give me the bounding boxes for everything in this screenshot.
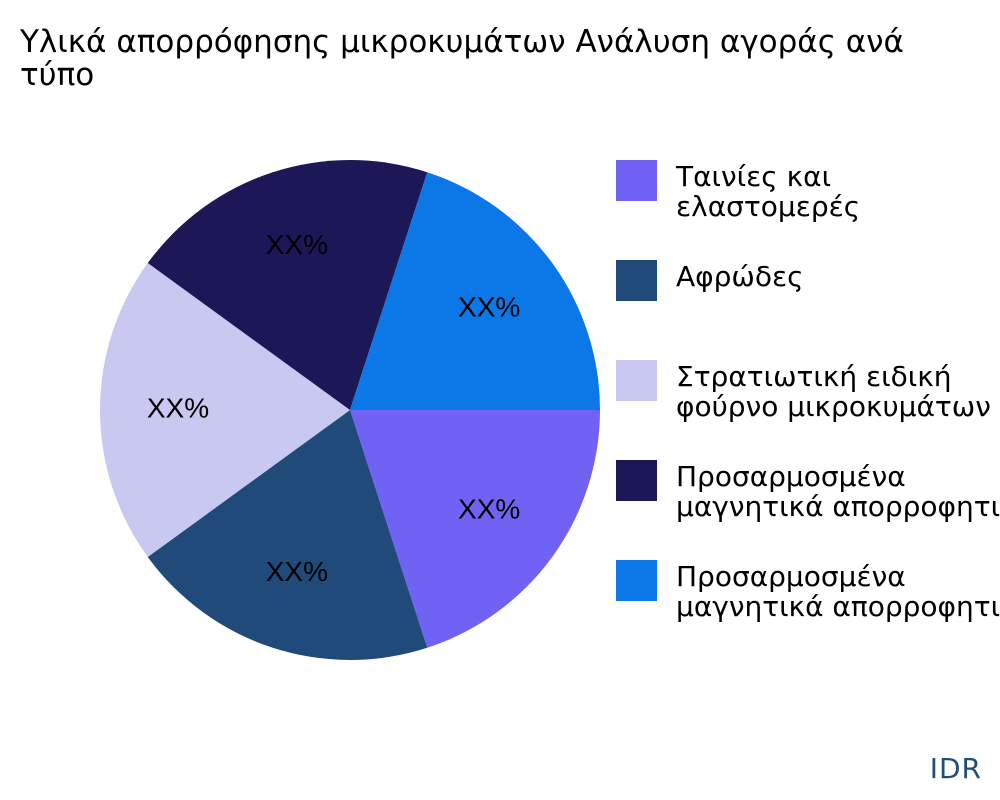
legend-swatch-4 [616, 460, 657, 501]
legend-label-1-line-2: ελαστομερές [676, 190, 861, 223]
legend-label-3-line-1: Στρατιωτική ειδική [676, 360, 952, 393]
brand-logo: IDR [929, 752, 982, 785]
chart-title-line-1: Υλικά απορρόφησης μικροκυμάτων Ανάλυση α… [20, 24, 904, 60]
legend-label-2-line-1: Αφρώδες [676, 260, 804, 293]
pie-slice-label-2: XX% [266, 556, 328, 587]
pie-slice-3 [100, 263, 350, 557]
pie-slice-label-1: XX% [458, 493, 520, 524]
legend-label-1: Ταινίες και ελαστομερές [676, 162, 860, 222]
legend-label-5-line-1: Προσαρμοσμένα [676, 560, 906, 593]
legend-label-5: Προσαρμοσμένα μαγνητικά απορροφητικά [676, 562, 1000, 622]
pie-slice-5 [350, 172, 600, 410]
pie-slice-1 [350, 410, 600, 648]
legend-swatch-3 [616, 360, 657, 401]
legend-label-3-line-2: φούρνο μικροκυμάτων [676, 390, 991, 423]
pie-slice-4 [147, 160, 428, 410]
legend-label-2: Αφρώδες [676, 262, 804, 292]
legend-label-5-line-2: μαγνητικά απορροφητικά [676, 590, 1000, 623]
legend-swatch-2 [616, 260, 657, 301]
pie-slice-label-3: XX% [147, 392, 209, 423]
pie-slice-label-5: XX% [458, 291, 520, 322]
pie-slice-label-4: XX% [266, 229, 328, 260]
legend-label-4-line-2: μαγνητικά απορροφητικά [676, 490, 1000, 523]
chart-title: Υλικά απορρόφησης μικροκυμάτων Ανάλυση α… [20, 26, 1000, 92]
legend-label-1-line-1: Ταινίες και [676, 160, 832, 193]
chart-title-line-2: τύπο [20, 57, 95, 93]
legend-label-3: Στρατιωτική ειδική φούρνο μικροκυμάτων [676, 362, 991, 422]
legend-swatch-1 [616, 160, 657, 201]
legend-label-4: Προσαρμοσμένα μαγνητικά απορροφητικά [676, 462, 1000, 522]
legend-label-4-line-1: Προσαρμοσμένα [676, 460, 906, 493]
legend-swatch-5 [616, 560, 657, 601]
pie-slice-2 [147, 410, 428, 660]
